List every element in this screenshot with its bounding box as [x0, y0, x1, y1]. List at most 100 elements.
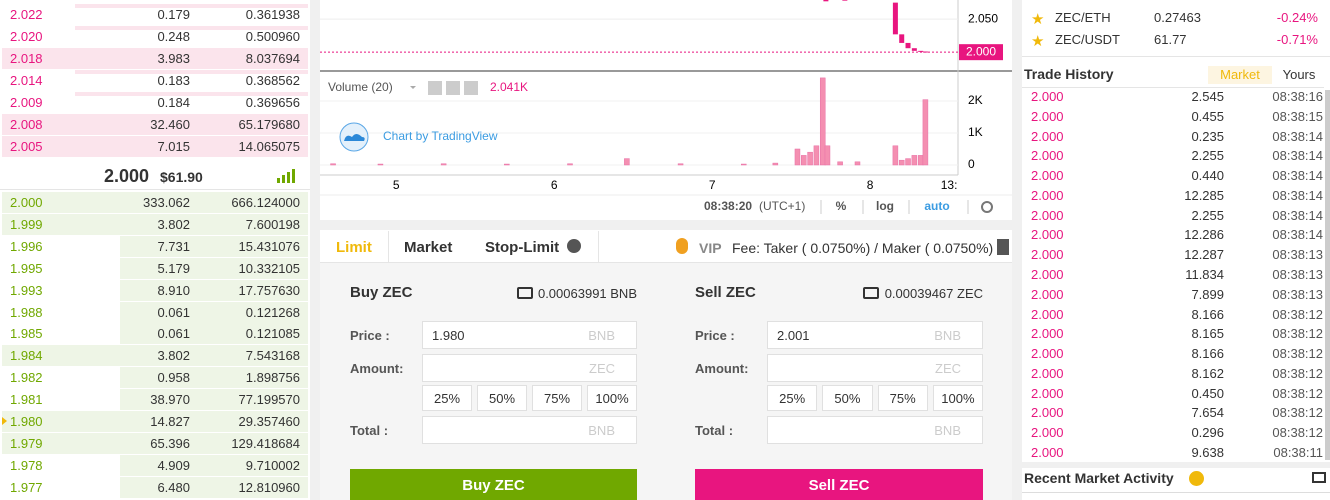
last-price-usd: $61.90	[160, 169, 203, 185]
volume-bar	[898, 159, 905, 166]
percent-button[interactable]: 25%	[767, 385, 818, 411]
input-box[interactable]	[422, 354, 637, 382]
tab-divider	[388, 231, 389, 262]
signal-bar	[292, 169, 295, 183]
trade-amount: 12.286	[1184, 227, 1224, 243]
trade-amount: 8.166	[1191, 306, 1224, 322]
history-tab[interactable]: Yours	[1282, 67, 1316, 82]
balance: 0.00063991 BNB	[537, 286, 637, 301]
input-box[interactable]	[767, 321, 983, 349]
bid-amount: 333.062	[143, 195, 190, 210]
percent-button[interactable]: 50%	[477, 385, 527, 411]
panel-title: Recent Market Activity	[1024, 470, 1174, 486]
bid-total: 9.710002	[245, 457, 300, 473]
history-tab[interactable]: Market	[1208, 66, 1272, 84]
bid-total: 1.898756	[245, 370, 300, 386]
input-label: Price :	[350, 328, 390, 343]
bid-amount: 8.910	[157, 282, 190, 298]
bid-price: 1.999	[10, 216, 43, 232]
volume-bar	[819, 77, 826, 166]
ask-depth	[2, 48, 308, 69]
bid-amount: 4.909	[157, 457, 190, 473]
candle	[842, 0, 848, 1]
input-box[interactable]	[422, 321, 637, 349]
trade-time: 08:38:14	[1272, 227, 1323, 243]
trade-amount: 2.255	[1191, 148, 1224, 164]
bid-price: 1.984	[10, 348, 43, 364]
ask-depth	[2, 114, 308, 135]
bid-amount: 14.827	[150, 414, 190, 429]
ask-total: 0.500960	[245, 29, 300, 44]
order-tab[interactable]: Market	[404, 239, 453, 256]
percent-button[interactable]: 25%	[422, 385, 472, 411]
input-box[interactable]	[767, 416, 983, 444]
signal-bar	[287, 172, 290, 183]
bid-depth	[2, 213, 308, 235]
bid-depth	[2, 345, 308, 367]
bid-price: 1.993	[10, 282, 43, 298]
ask-total: 65.179680	[238, 117, 300, 132]
bid-depth	[2, 192, 308, 213]
bid-price: 2.000	[10, 195, 43, 210]
volume-bar	[813, 145, 820, 166]
ask-amount: 0.248	[157, 29, 190, 44]
volume-tick-label: 0	[968, 157, 975, 171]
trade-time: 08:38:12	[1272, 365, 1323, 381]
ask-depth	[75, 70, 308, 74]
order-tab[interactable]: Stop-Limit	[485, 239, 560, 256]
volume-bar	[801, 155, 807, 166]
volume-bar	[892, 145, 899, 166]
ask-amount: 0.179	[157, 7, 190, 22]
volume-title: Volume (20)	[328, 80, 393, 94]
ask-amount: 0.184	[157, 95, 190, 110]
market-pair[interactable]: ZEC/USDT	[1055, 32, 1120, 47]
attribution: Chart by TradingView	[383, 129, 498, 143]
trade-price: 2.000	[1031, 148, 1064, 164]
trade-price: 2.000	[1031, 187, 1064, 203]
bid-depth	[120, 323, 308, 345]
bid-total: 0.121085	[245, 326, 300, 342]
trade-price: 2.000	[1031, 326, 1064, 342]
percent-button[interactable]: 75%	[877, 385, 928, 411]
input-unit: ZEC	[935, 361, 961, 376]
chart: 2.050 2.000 0 1K 2K 5 6 7 8 13: Volume (20) 2.041K C…	[320, 0, 1012, 214]
star-icon: ★	[1031, 11, 1045, 28]
bid-total: 666.124000	[231, 195, 300, 210]
input-box[interactable]	[422, 416, 637, 444]
trade-amount: 8.166	[1191, 346, 1224, 362]
collapse-icon	[1312, 472, 1326, 483]
input-box[interactable]	[767, 354, 983, 382]
trade-price: 2.000	[1031, 89, 1064, 104]
market-pair[interactable]: ZEC/ETH	[1055, 10, 1111, 25]
trade-time: 08:38:12	[1272, 405, 1323, 421]
trade-amount: 2.255	[1191, 207, 1224, 223]
ask-total: 14.065075	[238, 139, 300, 154]
market-change: -0.24%	[1276, 10, 1318, 25]
trade-time: 08:38:12	[1272, 306, 1323, 322]
percent-button[interactable]: 100%	[932, 385, 983, 411]
toolbar-icon	[446, 81, 460, 95]
percent-button[interactable]: 50%	[822, 385, 873, 411]
submit-button[interactable]: Sell ZEC	[695, 469, 983, 500]
trade-price: 2.000	[1031, 108, 1064, 124]
divider	[1022, 56, 1330, 57]
trade-price: 2.000	[1031, 306, 1064, 322]
order-tab[interactable]: Limit	[336, 239, 372, 256]
star-icon: ★	[1031, 33, 1045, 50]
price-marker	[2, 417, 7, 425]
bid-depth	[120, 235, 308, 257]
trade-time: 08:38:14	[1272, 207, 1323, 223]
percent-button[interactable]: 100%	[587, 385, 637, 411]
candle	[823, 0, 829, 2]
percent-button[interactable]: 75%	[532, 385, 582, 411]
wallet-icon	[517, 287, 533, 299]
trade-amount: 0.450	[1191, 385, 1224, 401]
trade-amount: 0.440	[1191, 168, 1224, 184]
candle	[905, 42, 911, 49]
candle	[899, 34, 905, 43]
ask-amount: 3.983	[157, 51, 190, 66]
submit-button[interactable]: Buy ZEC	[350, 469, 637, 500]
divider	[0, 189, 310, 190]
volume-bar	[567, 163, 573, 166]
signal-bar	[282, 175, 285, 183]
